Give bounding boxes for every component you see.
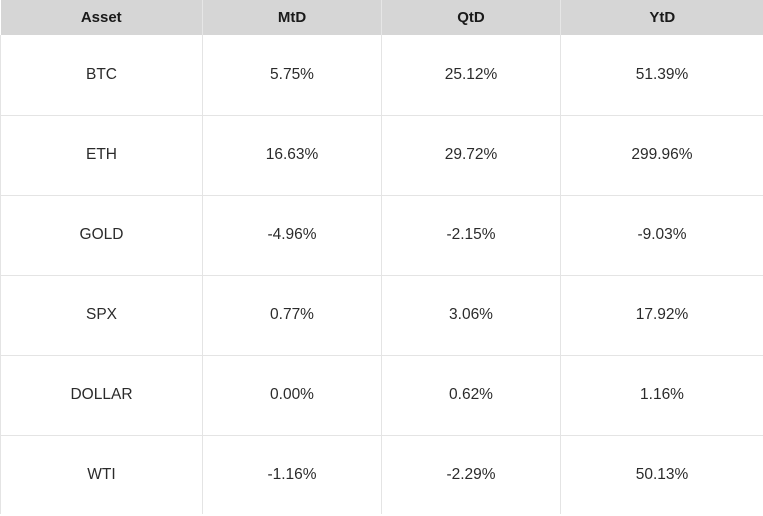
- table-row: DOLLAR 0.00% 0.62% 1.16%: [0, 355, 763, 435]
- cell-qtd: 3.06%: [381, 275, 561, 355]
- cell-asset: SPX: [0, 275, 203, 355]
- cell-qtd: 25.12%: [381, 35, 561, 115]
- cell-asset: DOLLAR: [0, 355, 203, 435]
- table-row: GOLD -4.96% -2.15% -9.03%: [0, 195, 763, 275]
- cell-asset: WTI: [0, 435, 203, 514]
- cell-qtd: -2.15%: [381, 195, 561, 275]
- table-row: BTC 5.75% 25.12% 51.39%: [0, 35, 763, 115]
- cell-mtd: -4.96%: [202, 195, 382, 275]
- cell-qtd: -2.29%: [381, 435, 561, 514]
- cell-asset: GOLD: [0, 195, 203, 275]
- table-body: BTC 5.75% 25.12% 51.39% ETH 16.63% 29.72…: [0, 35, 763, 514]
- cell-mtd: 16.63%: [202, 115, 382, 195]
- header-asset: Asset: [80, 9, 122, 26]
- cell-ytd: 17.92%: [560, 275, 763, 355]
- cell-mtd: 0.77%: [202, 275, 382, 355]
- cell-qtd: 0.62%: [381, 355, 561, 435]
- header-row: Asset MtD QtD YtD: [0, 0, 763, 35]
- table-row: WTI -1.16% -2.29% 50.13%: [0, 435, 763, 514]
- cell-mtd: 5.75%: [202, 35, 382, 115]
- cell-ytd: 51.39%: [560, 35, 763, 115]
- table-row: SPX 0.77% 3.06% 17.92%: [0, 275, 763, 355]
- header-ytd: YtD: [560, 0, 763, 35]
- cell-ytd: 299.96%: [560, 115, 763, 195]
- table-header: Asset MtD QtD YtD: [0, 0, 763, 35]
- header-qtd: QtD: [381, 0, 561, 35]
- cell-asset: BTC: [0, 35, 203, 115]
- cell-ytd: 50.13%: [560, 435, 763, 514]
- cell-mtd: -1.16%: [202, 435, 382, 514]
- cell-ytd: -9.03%: [560, 195, 763, 275]
- cell-mtd: 0.00%: [202, 355, 382, 435]
- cell-asset: ETH: [0, 115, 203, 195]
- header-mtd: MtD: [202, 0, 382, 35]
- cell-qtd: 29.72%: [381, 115, 561, 195]
- cell-ytd: 1.16%: [560, 355, 763, 435]
- table-row: ETH 16.63% 29.72% 299.96%: [0, 115, 763, 195]
